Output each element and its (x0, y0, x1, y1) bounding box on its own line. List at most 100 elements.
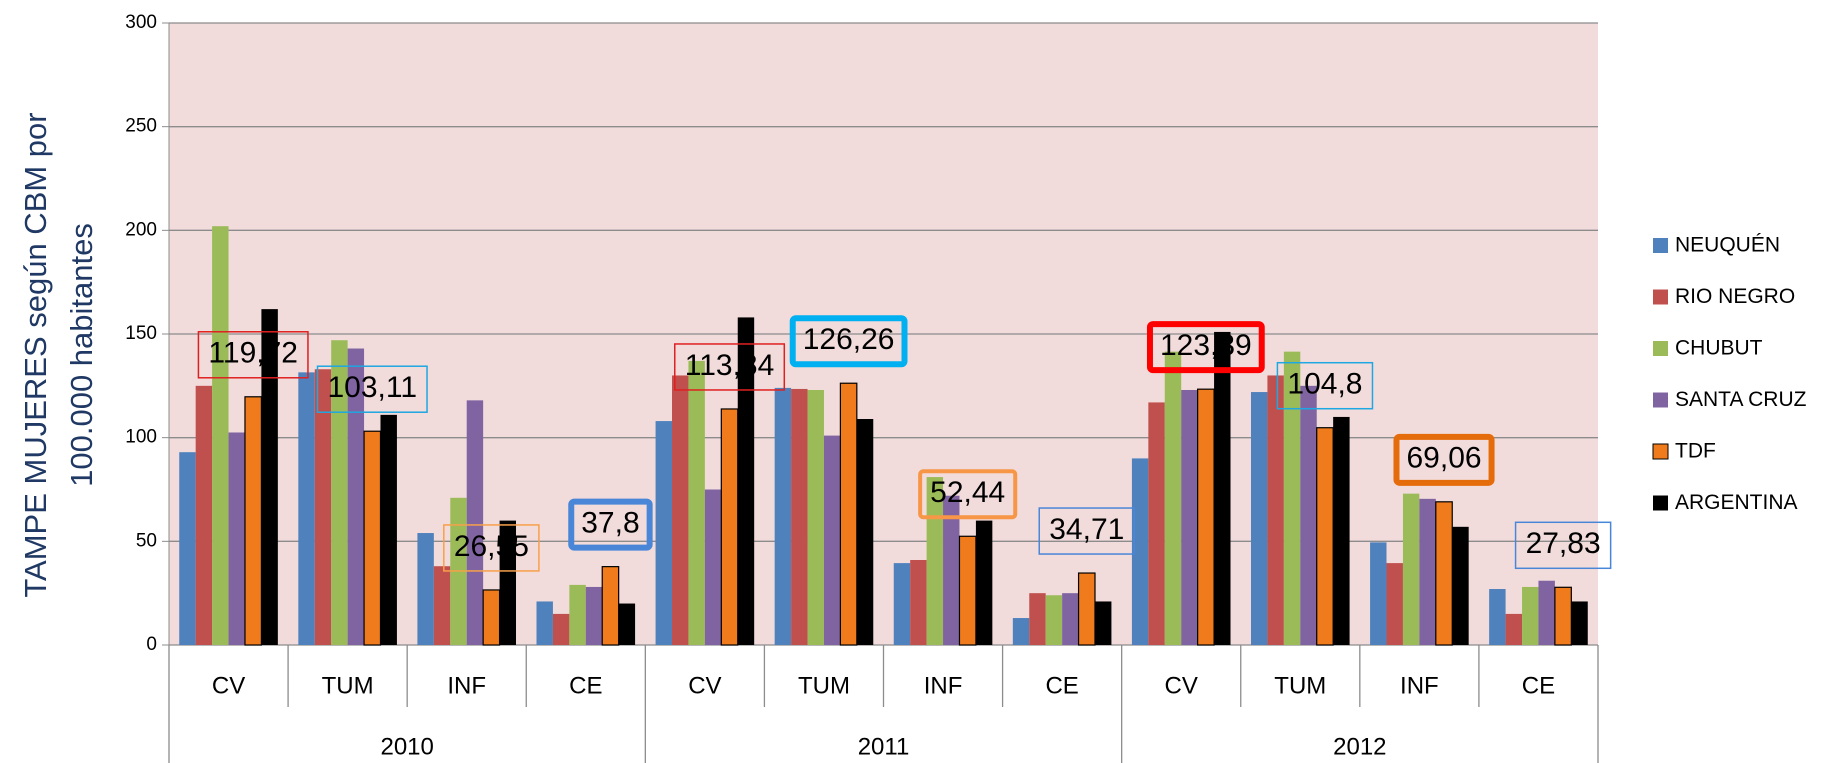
x-tick-label: CE (1045, 672, 1078, 699)
bar (1045, 595, 1063, 645)
data-label: 26,55 (454, 530, 529, 563)
bar (1554, 586, 1572, 646)
bar (212, 226, 229, 646)
data-label: 52,44 (930, 476, 1005, 509)
bar (1435, 501, 1453, 646)
bar (380, 414, 397, 645)
legend-swatch (1652, 443, 1669, 460)
bar (856, 419, 874, 645)
bar (1522, 586, 1539, 645)
y-tick-label: 250 (125, 116, 157, 137)
legend-label: CHUBUT (1675, 337, 1763, 360)
data-label: 69,06 (1406, 442, 1481, 475)
data-label: 113,84 (685, 349, 775, 382)
data-label-box (443, 524, 540, 572)
bar (1181, 389, 1198, 645)
bar (1250, 392, 1268, 645)
bar (791, 388, 808, 645)
bar (1214, 331, 1231, 645)
bar (601, 566, 620, 646)
y-axis-label: TAMPE MUJERES según CBM por (18, 112, 53, 597)
bar (1131, 458, 1149, 645)
x-tick-label: CV (688, 672, 721, 699)
bar (585, 586, 603, 645)
bar (466, 400, 484, 645)
bar (839, 382, 858, 646)
bar (1283, 351, 1301, 645)
data-label: 126,26 (803, 323, 895, 356)
group-label: 2010 (380, 733, 433, 760)
bar (823, 435, 841, 645)
bar (1062, 593, 1079, 645)
legend-swatch (1653, 495, 1668, 511)
x-tick-label: INF (447, 672, 486, 699)
bar (807, 389, 824, 645)
x-tick-label: TUM (798, 672, 850, 699)
bar (228, 432, 245, 645)
bar (1452, 526, 1469, 645)
data-label-box (789, 315, 908, 368)
bar (1370, 542, 1387, 645)
bar (298, 372, 315, 645)
bar (1505, 613, 1523, 645)
bar (688, 360, 705, 645)
bar (499, 520, 517, 645)
bar (1419, 498, 1436, 645)
data-label-box (316, 365, 428, 413)
x-tick-label: INF (924, 672, 963, 699)
legend-label: ARGENTINA (1675, 491, 1798, 514)
bar (1571, 601, 1588, 645)
bar (1197, 388, 1215, 646)
bar (704, 489, 722, 645)
bar (1316, 427, 1334, 646)
y-tick-label: 300 (125, 12, 157, 33)
data-label: 123,39 (1160, 329, 1252, 362)
data-label: 27,83 (1526, 527, 1601, 560)
bar (1333, 416, 1350, 645)
bar (1402, 493, 1420, 645)
bar (331, 340, 348, 645)
bar (1267, 375, 1284, 645)
bar (893, 563, 911, 645)
bar (975, 520, 993, 645)
bar (1077, 572, 1096, 646)
bar (261, 309, 278, 645)
legend-label: SANTA CRUZ (1675, 388, 1807, 411)
y-tick-label: 100 (125, 427, 157, 448)
bar (244, 396, 263, 646)
bar (1489, 589, 1506, 645)
bar (179, 452, 196, 645)
bar (433, 566, 451, 645)
bar (655, 421, 673, 645)
bar (1300, 385, 1317, 645)
group-label: 2011 (858, 733, 910, 760)
y-tick-label: 0 (146, 634, 157, 655)
y-axis-label: 100.000 habitantes (64, 223, 99, 487)
legend-swatch (1653, 289, 1668, 305)
data-label-box (1393, 433, 1495, 486)
x-tick-label: CE (569, 672, 602, 699)
bar (569, 584, 586, 645)
bar (672, 375, 689, 645)
group-label: 2012 (1333, 733, 1386, 760)
bar (1386, 563, 1403, 645)
bar (720, 408, 739, 646)
legend-swatch (1653, 341, 1668, 356)
data-label-box (1146, 321, 1265, 374)
data-label: 37,8 (581, 507, 639, 540)
data-label: 103,11 (328, 371, 418, 404)
x-tick-label: CE (1522, 672, 1555, 699)
bar (1164, 351, 1182, 645)
bar (737, 317, 755, 645)
data-label: 119,72 (208, 337, 298, 370)
y-tick-label: 200 (125, 219, 157, 240)
bar (910, 559, 927, 645)
data-label: 104,8 (1287, 368, 1362, 401)
bar (618, 603, 636, 645)
bar (195, 385, 213, 645)
x-tick-label: CV (212, 672, 245, 699)
x-tick-label: TUM (1274, 672, 1326, 699)
data-label-box (197, 331, 309, 379)
bar (536, 601, 553, 645)
bar (1538, 580, 1555, 645)
